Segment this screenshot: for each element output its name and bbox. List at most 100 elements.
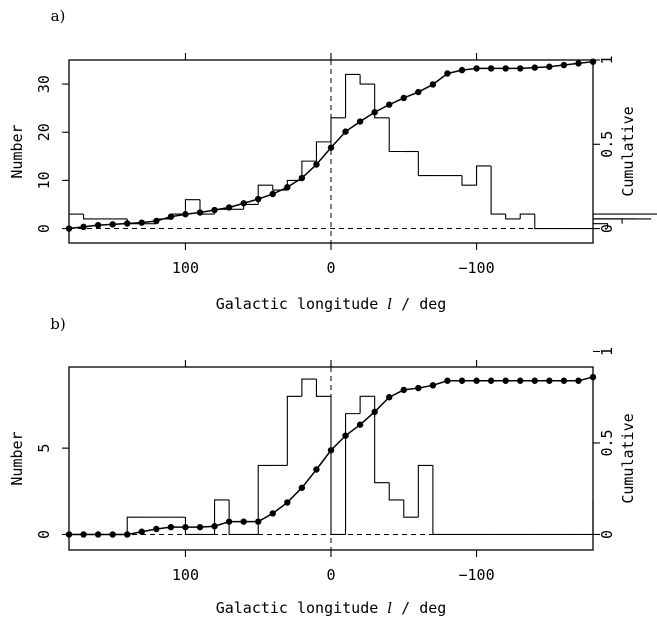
cumulative-point: [546, 377, 553, 384]
cumulative-point: [269, 190, 276, 198]
cumulative-point: [284, 499, 291, 506]
cumulative-point: [225, 204, 233, 211]
cumulative-point: [473, 65, 480, 72]
x-axis-title-text: Galactic longitude: [216, 599, 388, 617]
y-axis-title: Number: [8, 431, 26, 485]
histogram-bin: [432, 465, 448, 536]
cumulative-point: [211, 523, 218, 530]
histogram-bin: [388, 117, 404, 153]
histogram-bin: [519, 213, 535, 219]
cumulative-point: [531, 64, 538, 71]
histogram-bin: [286, 395, 302, 466]
histogram-bin: [359, 74, 375, 85]
histogram-bin: [257, 464, 273, 535]
cumulative-point: [138, 219, 145, 226]
x-axis-title-variable: l: [387, 295, 392, 313]
cumulative-point: [517, 377, 524, 384]
cumulative-point: [327, 144, 335, 151]
y-tick-label: 0: [35, 530, 53, 539]
histogram-bin: [593, 213, 657, 215]
cumulative-point: [313, 161, 320, 168]
cumulative-point: [429, 81, 437, 88]
cumulative-point: [400, 386, 407, 394]
cumulative-point: [196, 523, 204, 531]
y2-tick-label: 0: [598, 224, 616, 233]
cumulative-point: [473, 377, 480, 384]
cumulative-point: [80, 223, 87, 231]
histogram: [69, 73, 657, 230]
histogram-bin: [184, 199, 200, 215]
cumulative-point: [327, 447, 335, 454]
cumulative-point: [415, 384, 422, 392]
histogram-bin: [301, 160, 317, 181]
cumulative-point: [487, 377, 495, 384]
cumulative-point: [502, 65, 509, 72]
histogram-bin: [403, 499, 419, 518]
cumulative-point: [458, 66, 466, 74]
x-axis-title: Galactic longitude l / deg: [216, 295, 447, 313]
histogram-bin: [417, 151, 433, 177]
histogram-bin: [593, 223, 609, 229]
y2-tick-label: 0.5: [598, 131, 616, 158]
x-tick-label: 100: [172, 566, 199, 584]
y-tick-label: 20: [35, 123, 53, 141]
histogram-bin: [476, 165, 492, 186]
cumulative-point: [225, 518, 233, 525]
cumulative-point: [356, 421, 364, 428]
x-tick-label: −100: [458, 259, 494, 277]
histogram-bin: [345, 413, 361, 535]
cumulative-point: [196, 209, 204, 216]
x-tick-label: 0: [326, 566, 335, 584]
cumulative-point: [342, 432, 349, 439]
y-tick-label: 30: [35, 75, 53, 93]
histogram-bin: [345, 73, 361, 118]
histogram-bin: [534, 214, 550, 230]
cumulative-point: [371, 109, 378, 116]
cumulative-point: [138, 528, 145, 535]
panel-a: a) 100 0 −100 0 10 20 30 0 0.5 1 Galactic longitude…: [8, 7, 657, 313]
cumulative-point: [284, 184, 291, 191]
cumulative-point: [589, 373, 597, 381]
cumulative-point: [386, 394, 393, 401]
histogram-bin: [214, 499, 230, 535]
panel-b: b) 100 0 −100 0 5 0 0.5 1 Galactic longitude l / …: [8, 315, 637, 617]
cumulative-point: [298, 484, 306, 491]
cumulative-point: [386, 101, 393, 108]
x-axis-title-unit: / deg: [392, 599, 446, 617]
y2-tick-label: 1: [598, 347, 616, 356]
cumulative-point: [182, 523, 189, 531]
y2-tick-label: 1: [598, 55, 616, 64]
histogram-bin: [490, 165, 506, 215]
cumulative-point: [429, 382, 437, 389]
cumulative-point: [444, 70, 451, 77]
histogram-bin: [593, 218, 623, 224]
x-tick-label: 0: [326, 259, 335, 277]
cumulative-point: [502, 377, 509, 384]
y2-axis-title: Cumulative: [619, 413, 637, 503]
panel-label: a): [51, 7, 66, 25]
y-tick-label: 5: [35, 444, 53, 453]
cumulative-point: [546, 63, 553, 70]
cumulative-point: [94, 221, 102, 229]
histogram-bin: [388, 482, 404, 501]
panel-label: b): [50, 315, 65, 333]
x-axis-title: Galactic longitude l / deg: [216, 599, 447, 617]
histogram-bin: [330, 396, 346, 536]
y2-tick-label: 0: [598, 530, 616, 539]
histogram-bin: [83, 214, 99, 220]
cumulative-point: [182, 211, 189, 218]
histogram-bin: [374, 84, 390, 119]
cumulative-point: [560, 377, 568, 384]
cumulative-point: [240, 518, 247, 525]
cumulative-point: [167, 213, 175, 220]
cumulative-point: [487, 65, 495, 72]
cumulative-point: [269, 510, 276, 517]
histogram-bin: [505, 214, 521, 220]
cumulative-point: [109, 221, 116, 228]
cumulative-point: [109, 531, 116, 538]
y-tick-label: 10: [35, 171, 53, 189]
histogram-bin: [228, 499, 244, 536]
histogram-bin: [315, 141, 331, 162]
histogram-bin: [417, 464, 433, 518]
